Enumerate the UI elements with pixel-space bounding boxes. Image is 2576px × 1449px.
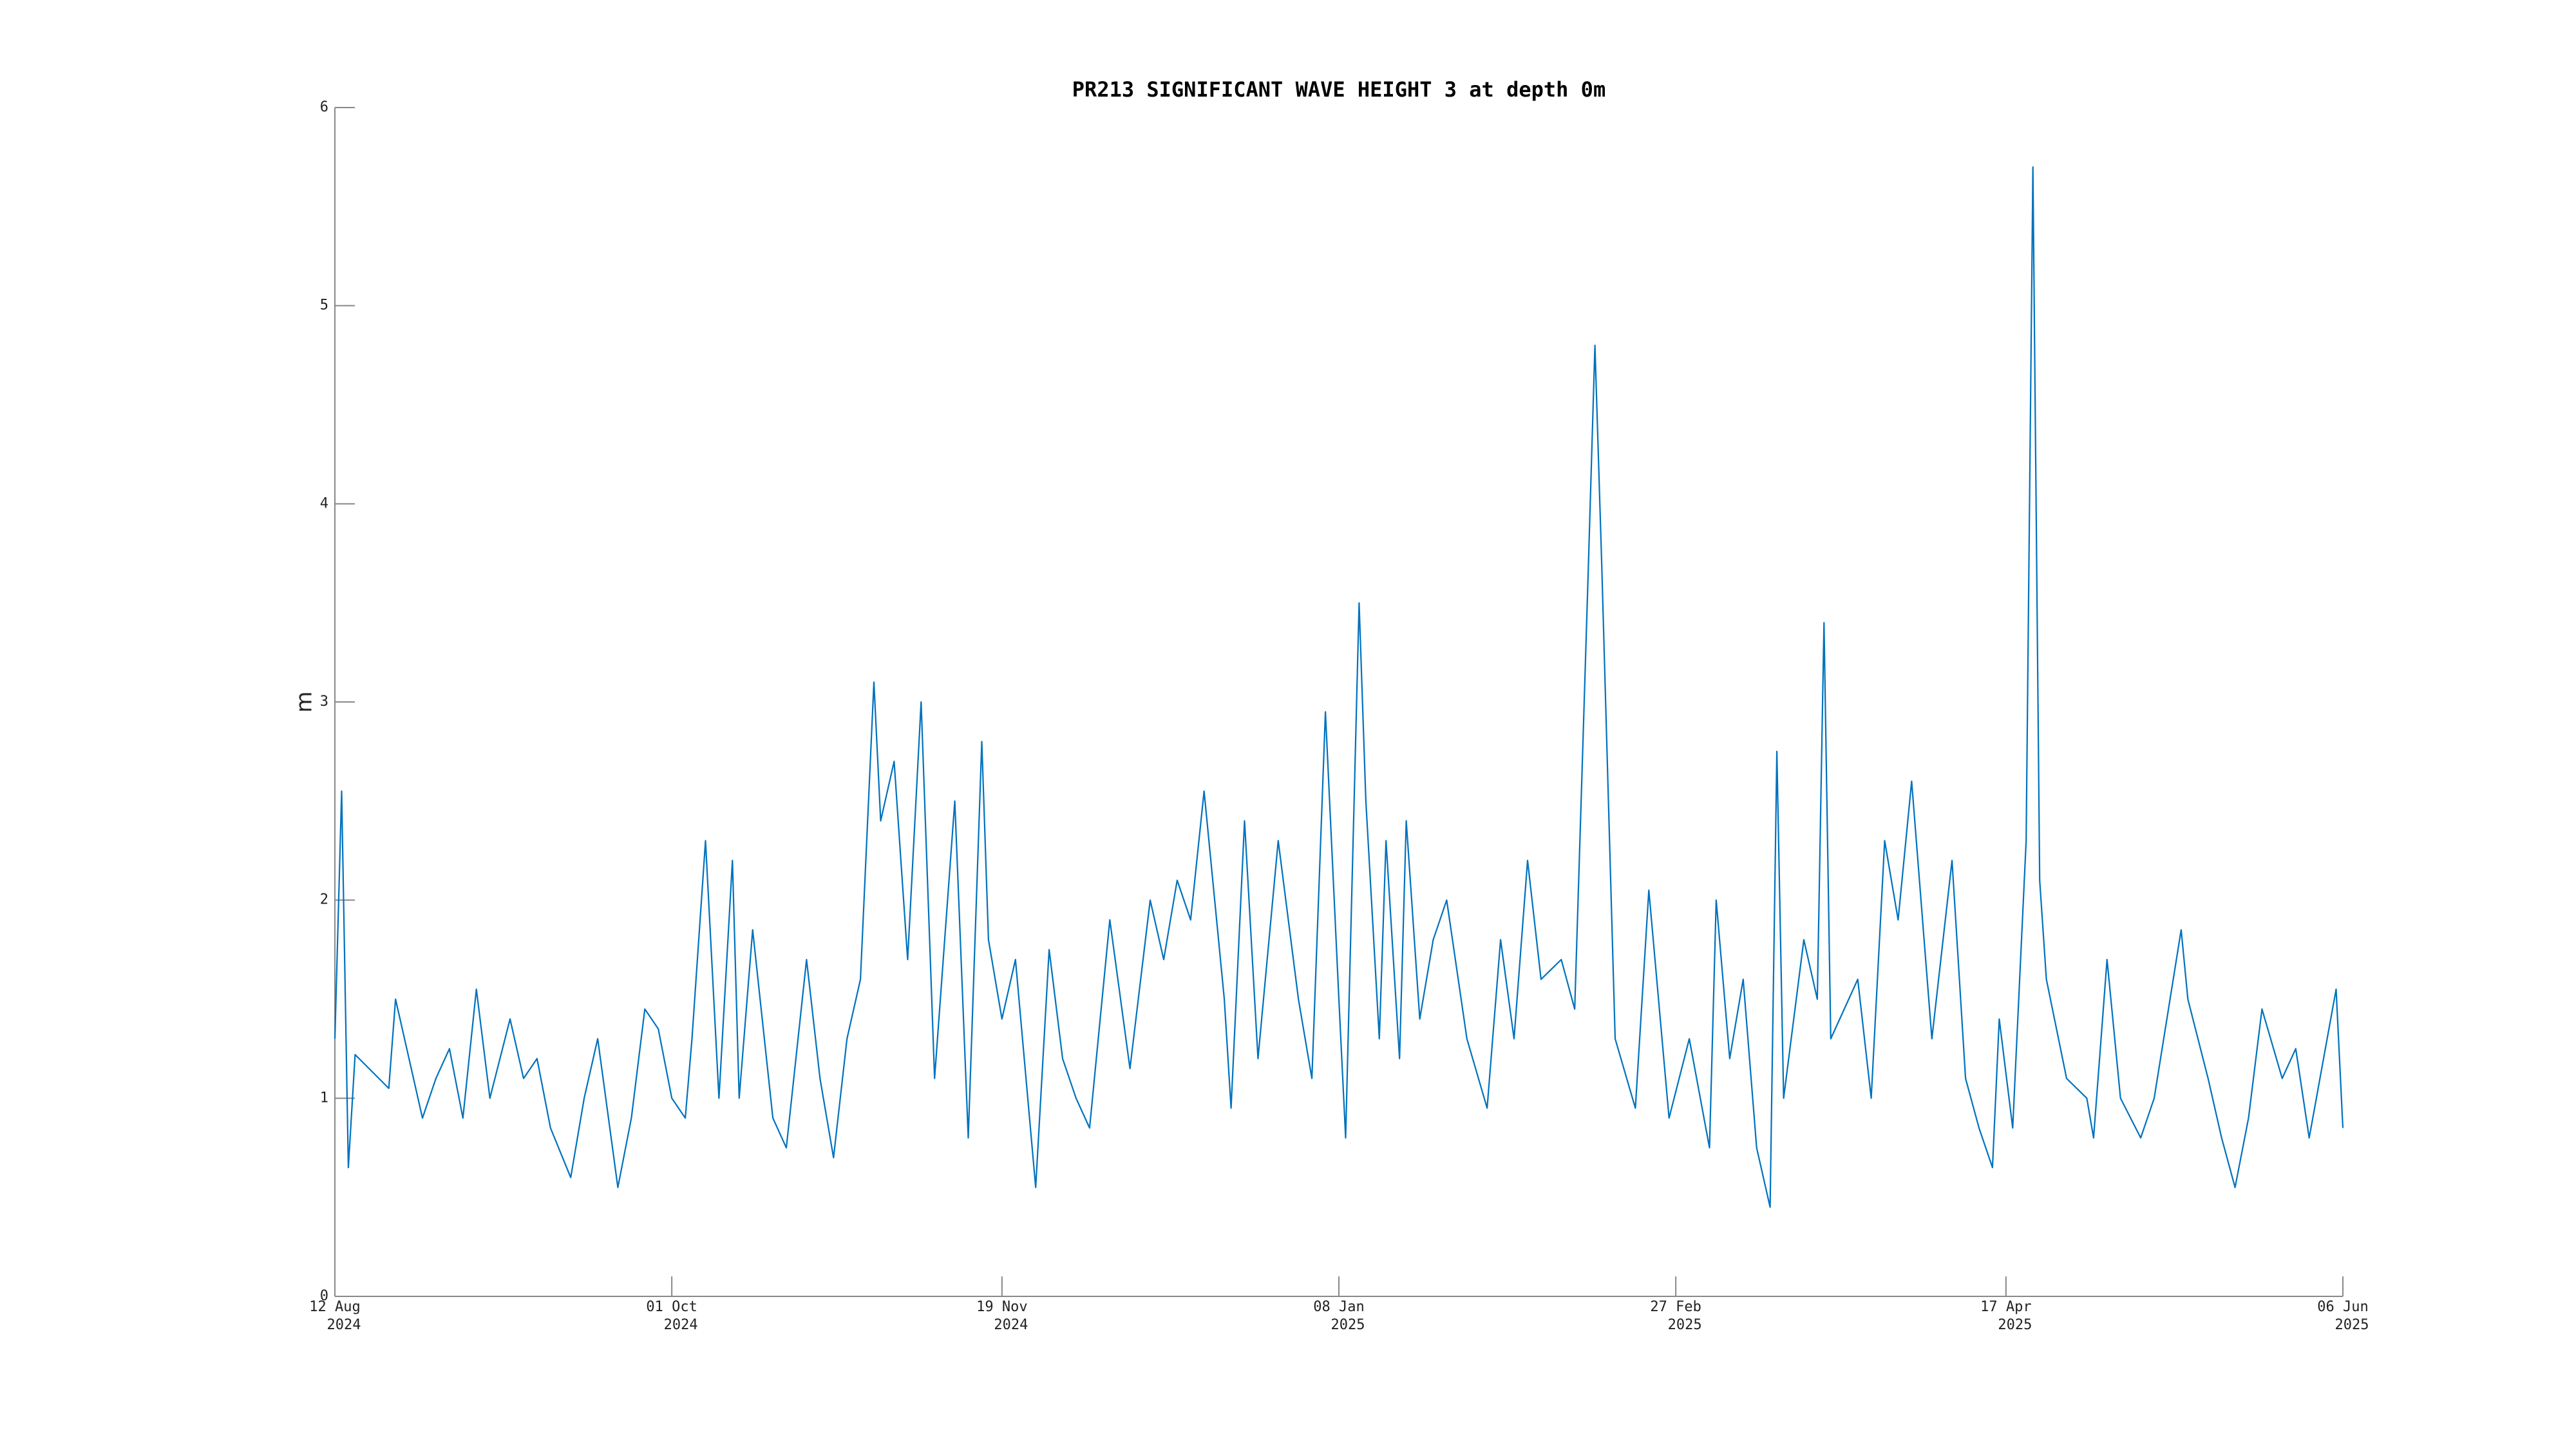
x-tick-label: 2024: [664, 1317, 698, 1333]
x-tick-label: 12 Aug: [309, 1299, 360, 1315]
y-axis-label: m: [292, 691, 317, 712]
x-tick-label: 17 Apr: [1980, 1299, 2031, 1315]
y-tick-label: 3: [320, 694, 328, 710]
x-tick-label: 2025: [1998, 1317, 2032, 1333]
x-tick-label: 2024: [327, 1317, 361, 1333]
y-tick-label: 1: [320, 1090, 328, 1106]
x-tick-label: 2024: [994, 1317, 1028, 1333]
x-tick-label: 2025: [2335, 1317, 2369, 1333]
y-tick-label: 4: [320, 495, 328, 511]
y-tick-label: 2: [320, 892, 328, 908]
x-tick-label: 19 Nov: [976, 1299, 1027, 1315]
x-tick-label: 06 Jun: [2317, 1299, 2368, 1315]
x-tick-label: 01 Oct: [646, 1299, 697, 1315]
x-tick-label: 2025: [1668, 1317, 1702, 1333]
y-tick-label: 5: [320, 298, 328, 314]
y-tick-label: 0: [320, 1288, 328, 1304]
x-tick-label: 2025: [1331, 1317, 1365, 1333]
x-tick-label: 27 Feb: [1650, 1299, 1701, 1315]
x-tick-label: 08 Jan: [1313, 1299, 1364, 1315]
data-line: [334, 166, 2344, 1208]
chart-title: PR213 SIGNIFICANT WAVE HEIGHT 3 at depth…: [1072, 77, 1605, 102]
y-tick-label: 6: [320, 99, 328, 115]
